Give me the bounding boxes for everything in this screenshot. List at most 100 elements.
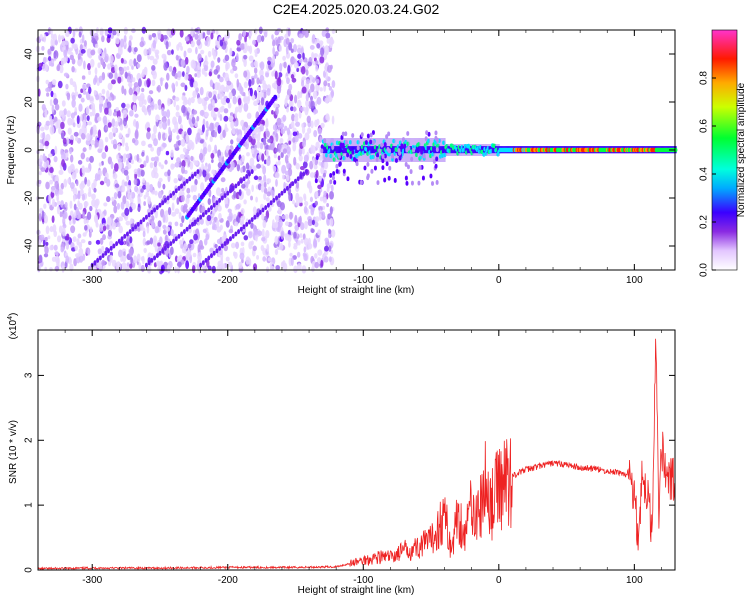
noise-mark — [309, 196, 314, 203]
noise-mark — [49, 125, 55, 135]
noise-mark — [204, 96, 209, 102]
noise-mark — [138, 99, 144, 108]
secondary-trace-mark — [280, 190, 284, 196]
noise-mark — [303, 205, 308, 214]
noise-mark — [284, 221, 290, 227]
noise-mark — [183, 50, 187, 58]
noise-mark — [53, 230, 58, 238]
noise-mark — [86, 115, 90, 122]
noise-mark — [120, 201, 125, 210]
noise-mark — [274, 148, 279, 153]
colorbar-gradient — [712, 30, 737, 270]
noise-mark — [132, 104, 137, 112]
noise-mark — [276, 117, 282, 126]
secondary-trace-mark — [234, 183, 238, 189]
noise-mark — [78, 103, 83, 112]
noise-mark — [69, 200, 73, 209]
spectrogram-y-ticks: -40 -20 0 20 40 — [24, 48, 675, 253]
noise-mark — [71, 65, 75, 73]
secondary-trace-mark — [220, 195, 224, 201]
noise-mark — [93, 214, 99, 223]
noise-mark — [225, 220, 230, 228]
noise-mark — [121, 102, 126, 109]
noise-mark — [307, 61, 312, 67]
noise-mark — [59, 65, 64, 74]
noise-mark — [253, 165, 257, 171]
noise-mark — [199, 139, 204, 144]
noise-mark — [307, 127, 312, 134]
noise-mark — [185, 260, 190, 270]
noise-mark — [137, 207, 141, 212]
tone-scatter-mark — [344, 139, 348, 145]
noise-mark — [331, 229, 336, 238]
noise-mark — [224, 203, 229, 209]
noise-mark — [123, 34, 127, 43]
noise-mark — [313, 164, 318, 170]
tone-scatter-mark — [405, 180, 409, 186]
noise-mark — [166, 49, 172, 56]
noise-mark — [295, 162, 300, 170]
tone-scatter-mark — [410, 180, 414, 186]
noise-mark — [280, 122, 284, 131]
noise-mark — [132, 77, 136, 83]
noise-mark — [125, 153, 131, 159]
snr-y-tick-label: 1 — [24, 502, 35, 508]
tone-scatter-mark — [329, 173, 333, 178]
noise-mark — [54, 255, 60, 264]
snr-y-multiplier-base: (x10 — [8, 319, 19, 339]
tone-scatter-mark — [343, 147, 347, 153]
secondary-trace-mark — [177, 233, 181, 239]
noise-mark — [240, 167, 244, 173]
noise-mark — [148, 90, 154, 95]
tone-scatter-mark — [370, 168, 374, 174]
noise-mark — [298, 111, 302, 119]
noise-mark — [171, 49, 174, 55]
noise-mark — [165, 226, 171, 232]
noise-mark — [280, 230, 285, 237]
secondary-trace-mark — [294, 178, 298, 184]
noise-mark — [66, 92, 70, 98]
noise-mark — [243, 199, 247, 205]
noise-mark — [184, 84, 188, 92]
noise-mark — [60, 246, 64, 253]
noise-mark — [263, 192, 267, 201]
noise-mark — [219, 106, 224, 113]
noise-mark — [69, 182, 75, 190]
tone-edge-mark — [439, 146, 442, 154]
snr-x-ticks: -300 -200 -100 0 100 — [37, 330, 662, 586]
noise-mark — [289, 211, 293, 220]
tone-edge-mark — [369, 146, 371, 154]
noise-mark — [221, 263, 226, 270]
noise-mark — [58, 188, 63, 195]
noise-mark — [254, 73, 258, 79]
noise-mark — [99, 222, 103, 233]
noise-mark — [197, 53, 202, 62]
tone-scatter-mark — [401, 137, 405, 142]
noise-mark — [121, 85, 125, 95]
noise-mark — [120, 57, 124, 64]
secondary-trace-mark — [250, 217, 254, 223]
noise-mark — [261, 80, 266, 85]
tone-scatter-mark — [360, 132, 364, 138]
tone-edge-mark — [497, 146, 499, 154]
noise-mark — [253, 133, 259, 139]
secondary-trace-mark — [153, 207, 157, 213]
noise-mark — [152, 70, 157, 80]
noise-mark — [252, 39, 256, 46]
noise-mark — [316, 43, 321, 49]
noise-mark — [146, 208, 152, 215]
noise-mark — [185, 133, 190, 143]
secondary-trace-mark — [182, 229, 186, 235]
secondary-trace-mark — [245, 221, 249, 227]
secondary-trace-mark — [247, 171, 251, 177]
noise-mark — [157, 99, 162, 107]
noise-mark — [112, 30, 117, 36]
noise-mark — [240, 241, 245, 247]
noise-mark — [317, 249, 323, 256]
noise-mark — [87, 121, 92, 126]
noise-mark — [93, 187, 97, 193]
tone-scatter-mark — [403, 143, 407, 149]
secondary-trace-mark — [117, 238, 121, 244]
noise-mark — [276, 200, 282, 208]
tone-scatter-mark — [371, 140, 375, 145]
